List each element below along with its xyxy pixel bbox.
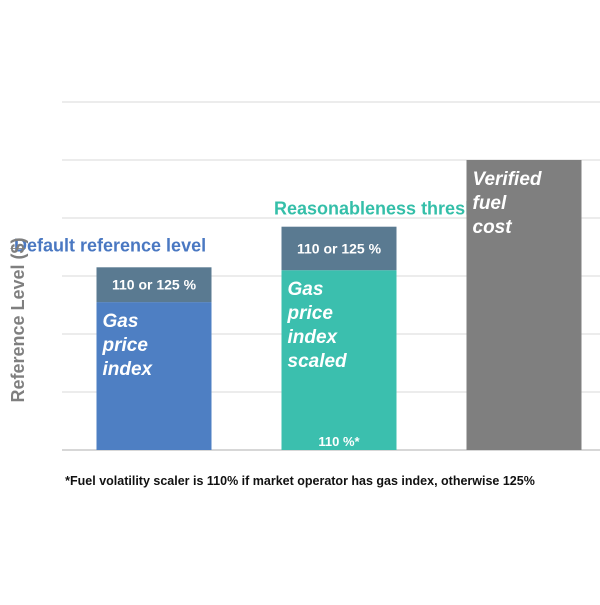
footnote: *Fuel volatility scaler is 110% if marke…: [65, 474, 535, 488]
bar-1-name: Reasonableness threshold: [274, 199, 503, 219]
y-axis-label: Reference Level ($): [8, 237, 28, 403]
bar-0-segment-1-label: 110 or 125 %: [112, 277, 197, 293]
bar-0-segment-0-label: Gas price index: [102, 311, 154, 380]
bar-2-segment-0: [466, 160, 582, 450]
bar-1-segment-0-sublabel: 110 %*: [318, 434, 360, 449]
bar-1-segment-0-label: Gas price index scaled: [287, 279, 348, 372]
bar-1-segment-1: [281, 226, 397, 271]
bar-1-segment-0: [281, 270, 397, 450]
bar-0-name: Default reference level: [14, 235, 206, 255]
bar-0-segment-0: [96, 302, 212, 450]
bar-2-segment-0-label: Verified fuel cost: [473, 169, 542, 238]
bar-0-segment-1: [96, 267, 212, 303]
bar-1-segment-1-label: 110 or 125 %: [297, 240, 382, 256]
